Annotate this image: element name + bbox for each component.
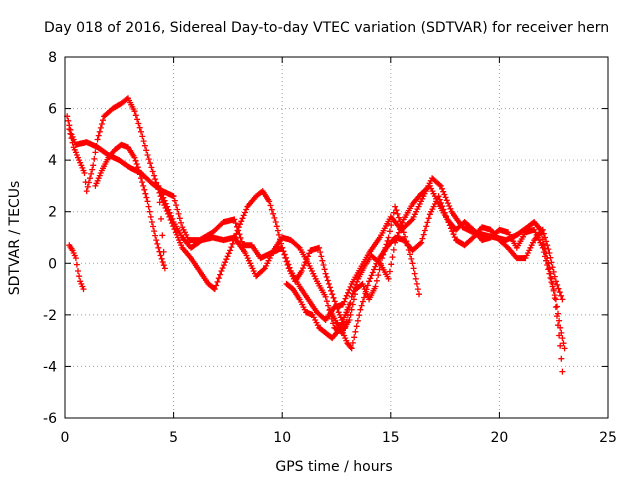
y-tick-label: -4	[43, 359, 57, 375]
x-tick-label: 10	[273, 430, 291, 446]
y-axis-ticks: -6 -4 -2 0 2 4 6 8	[43, 50, 608, 427]
x-tick-label: 20	[490, 430, 508, 446]
y-tick-label: 2	[48, 205, 57, 221]
plot-frame	[64, 56, 609, 419]
x-axis-ticks: 0 5 10 15 20 25	[61, 57, 617, 446]
chart-title: Day 018 of 2016, Sidereal Day-to-day VTE…	[44, 20, 609, 36]
y-tick-label: 0	[48, 256, 57, 272]
plus-markers	[92, 141, 566, 352]
data-points	[64, 95, 568, 375]
grid	[65, 57, 608, 418]
x-tick-label: 0	[61, 430, 70, 446]
x-tick-label: 25	[599, 430, 617, 446]
series-trace-3	[92, 141, 566, 352]
y-tick-label: 4	[48, 153, 57, 169]
plus-markers	[283, 280, 353, 342]
series-trace-6	[283, 280, 353, 342]
y-tick-label: 8	[48, 50, 57, 66]
y-tick-label: -6	[43, 411, 57, 427]
plus-markers	[66, 242, 87, 293]
x-axis-label: GPS time / hours	[275, 459, 392, 475]
y-tick-label: 6	[48, 102, 57, 118]
y-tick-label: -2	[43, 308, 57, 324]
series-trace-4	[66, 242, 87, 293]
x-tick-label: 5	[169, 430, 178, 446]
x-tick-label: 15	[382, 430, 400, 446]
y-axis-label: SDTVAR / TECUs	[7, 181, 23, 296]
